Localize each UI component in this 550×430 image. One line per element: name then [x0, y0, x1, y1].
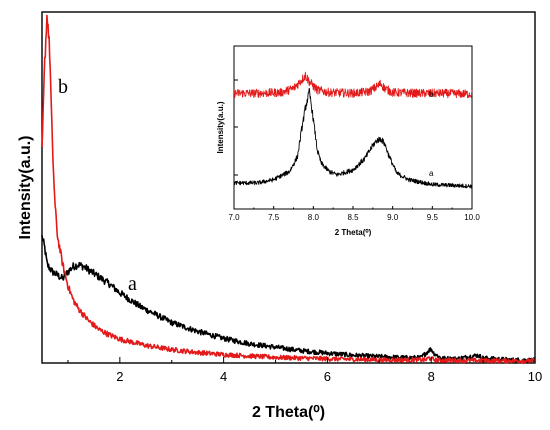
inset-x-axis-title: 2 Theta(⁰): [335, 228, 372, 237]
main-x-tick-label: 6: [324, 369, 331, 384]
main-plot-frame: [41, 11, 536, 364]
inset-x-tick-label: 9.5: [427, 213, 439, 222]
main-series-label-b: b: [58, 76, 68, 98]
inset-series-label-b: b: [429, 90, 434, 99]
main-series-label-a: a: [128, 273, 137, 295]
main-plot: 2 4 6 8 10 2 Theta(⁰) Intensity(a.u.) b a: [17, 11, 542, 421]
inset-series-a-line: [233, 88, 473, 189]
main-y-axis-title: Intensity(a.u.): [17, 135, 34, 239]
inset-y-axis-title: Intensity(a.u.): [216, 101, 225, 153]
main-x-tick-label: 8: [428, 369, 435, 384]
inset-x-tick-label: 8.0: [308, 213, 320, 222]
inset-x-tick-label: 8.5: [347, 213, 359, 222]
inset-x-tick-label: 7.0: [228, 213, 240, 222]
main-x-axis-title: 2 Theta(⁰): [252, 404, 325, 421]
inset-series-label-a: a: [429, 169, 434, 178]
main-series-a-line: [41, 235, 536, 364]
inset-x-tick-label: 9.0: [387, 213, 399, 222]
main-x-tick-label: 4: [220, 369, 227, 384]
inset-plot: 7.0 7.5 8.0 8.5 9.0 9.5 10.0 2 Theta(⁰) Intensit…: [216, 45, 480, 237]
inset-x-tick-label: 10.0: [464, 213, 480, 222]
main-x-tick-label: 10: [528, 369, 542, 384]
inset-series-b-line: [233, 71, 473, 99]
main-x-tick-label: 2: [116, 369, 123, 384]
inset-x-tick-label: 7.5: [268, 213, 280, 222]
main-series-b-line: [41, 14, 536, 364]
